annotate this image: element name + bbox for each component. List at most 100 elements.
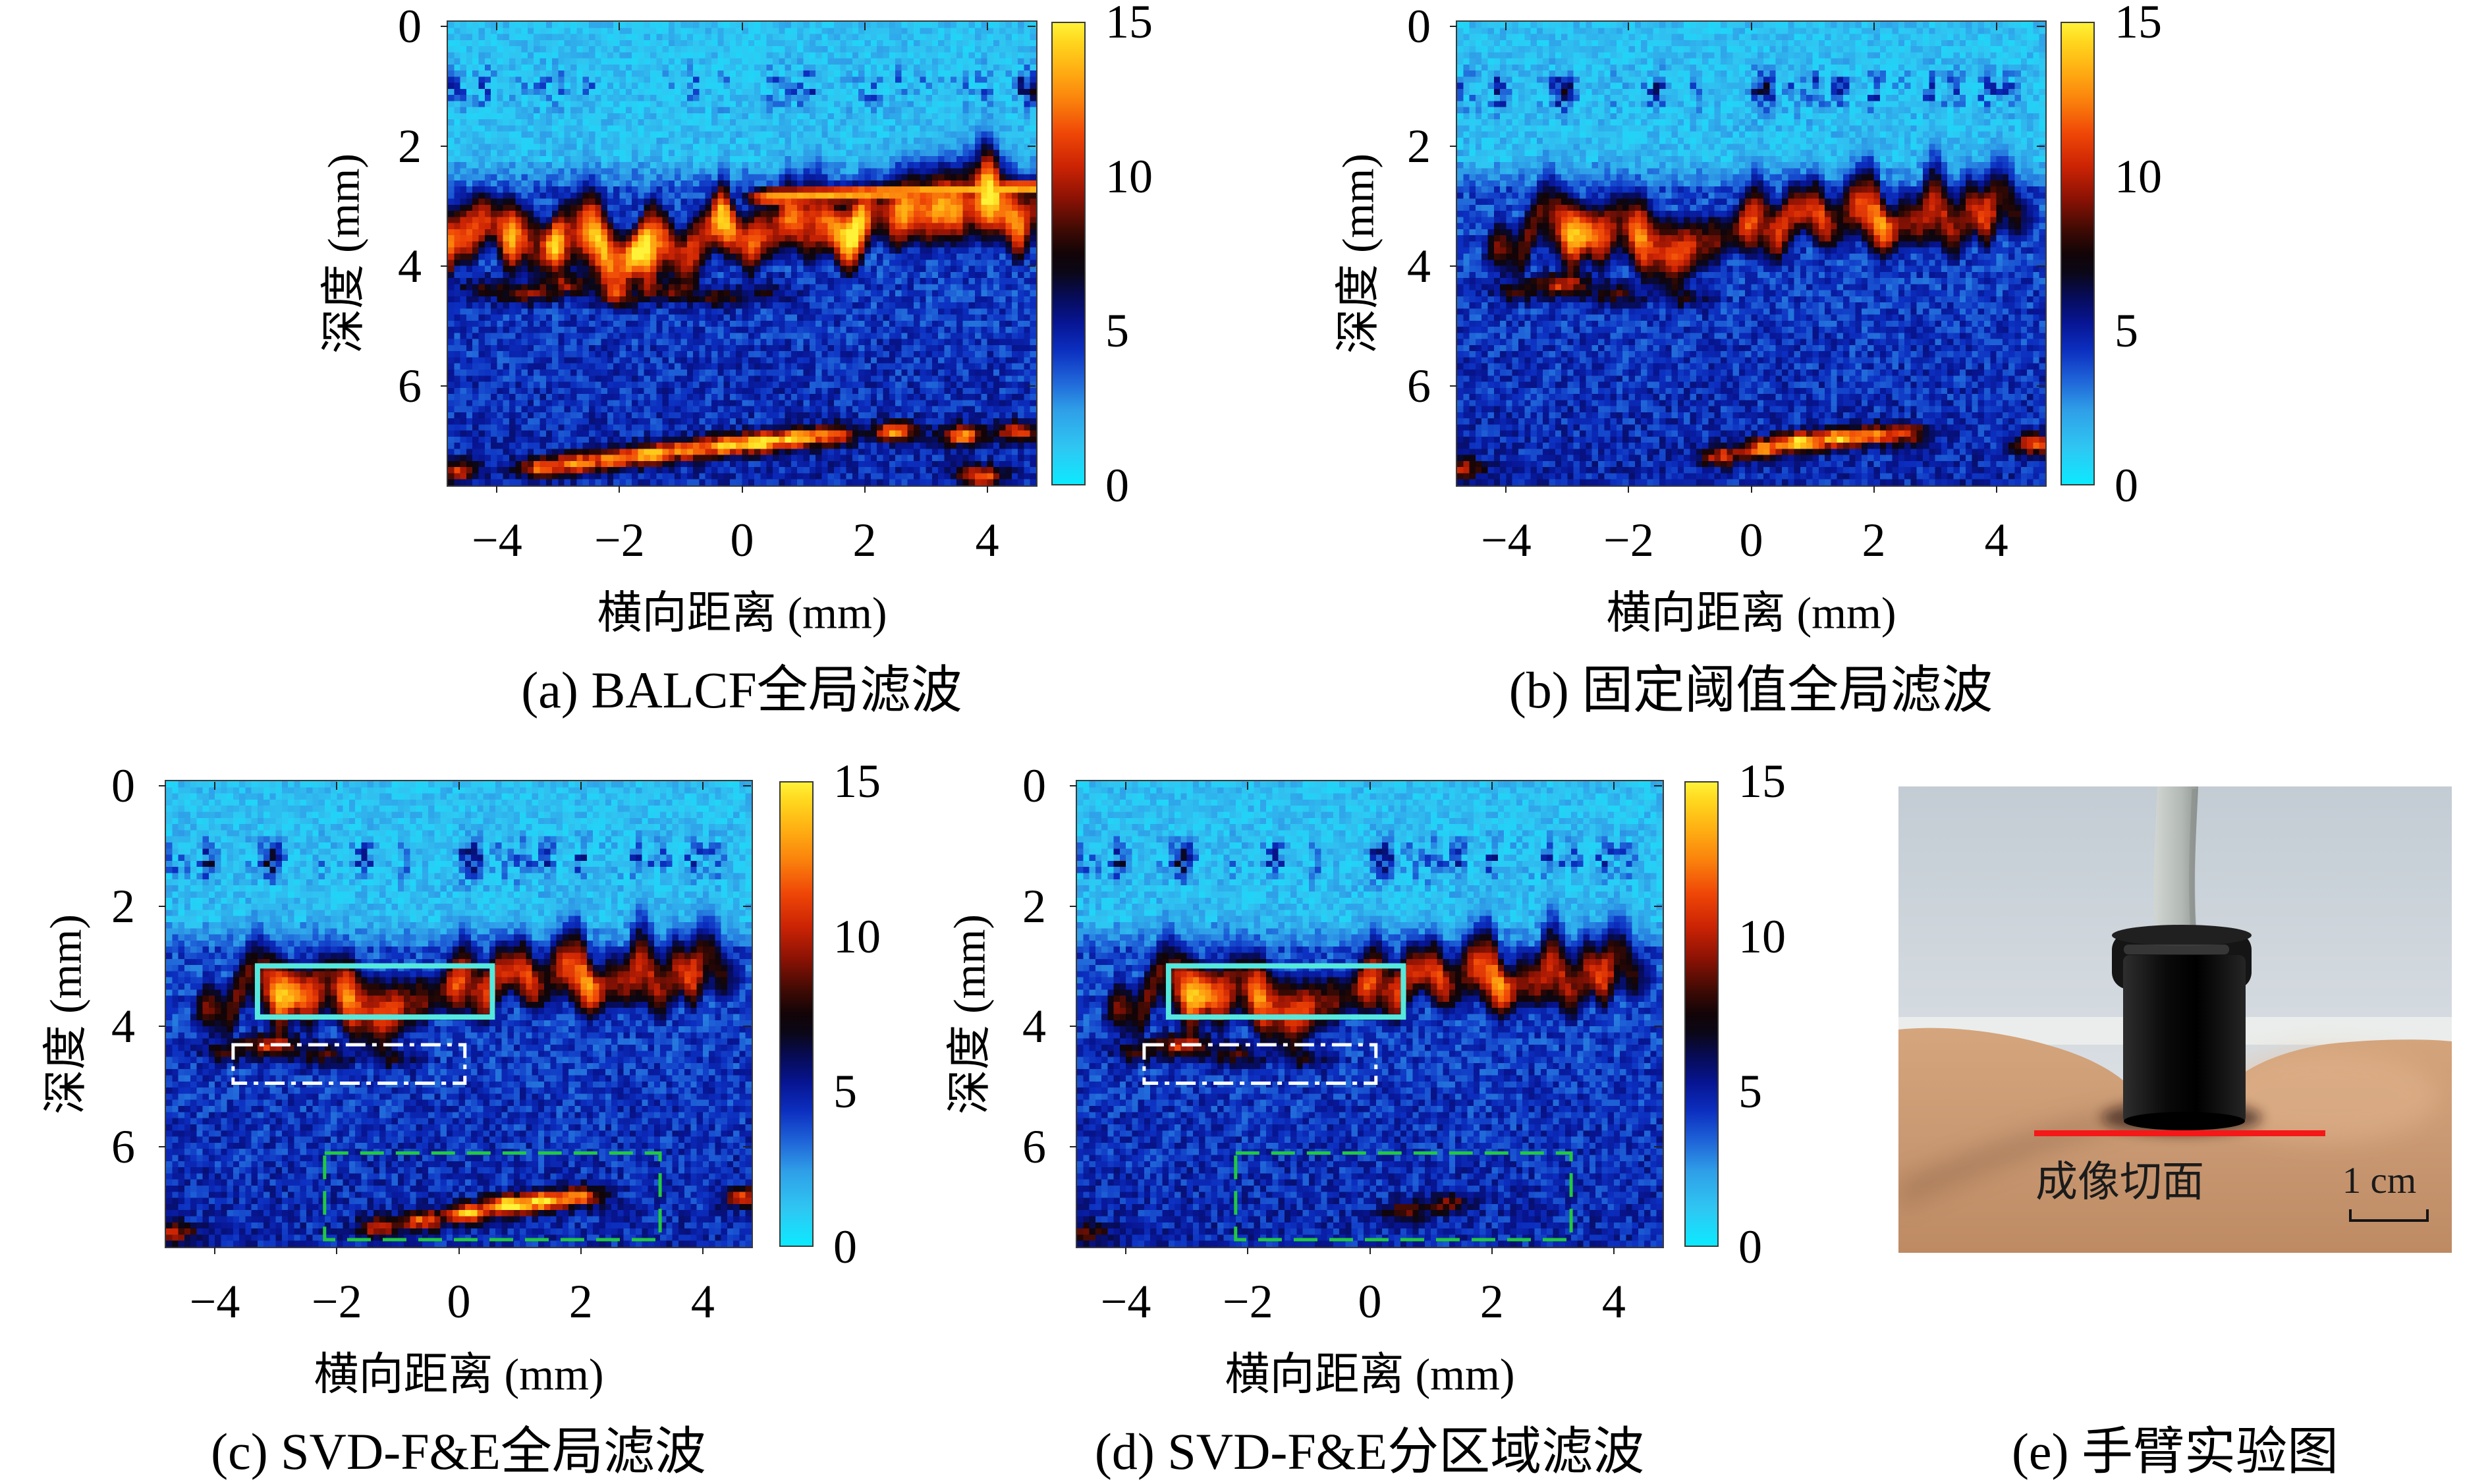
y-tick-label: 4 <box>398 239 422 292</box>
y-tick-mark <box>1450 265 1457 267</box>
x-tick-label: 0 <box>1358 1275 1382 1328</box>
y-tick-mark <box>1654 1146 1662 1148</box>
panel-d-caption: (d) SVD-F&E分区域滤波 <box>1094 1423 1645 1480</box>
panel-d-xlabel: 横向距离 (mm) <box>1225 1349 1515 1400</box>
x-tick-mark <box>1873 22 1875 30</box>
colorbar-tick-label: 0 <box>833 1221 857 1273</box>
x-tick-label: 2 <box>1480 1275 1504 1328</box>
y-tick-label: 0 <box>111 759 135 812</box>
x-tick-label: 4 <box>1984 514 2008 566</box>
probe-cap-top <box>2112 925 2252 946</box>
x-tick-mark <box>619 485 621 493</box>
x-tick-label: −2 <box>594 514 645 566</box>
y-tick-mark <box>1450 385 1457 387</box>
x-tick-mark <box>1125 1247 1127 1254</box>
colorbar-tick-label: 15 <box>1105 0 1153 48</box>
x-tick-label: −4 <box>1481 514 1532 566</box>
y-tick-mark <box>1028 145 1036 147</box>
y-tick-mark <box>1450 26 1457 27</box>
x-tick-mark <box>1247 782 1249 790</box>
x-tick-mark <box>1628 485 1630 493</box>
x-tick-mark <box>1491 782 1493 790</box>
y-tick-mark <box>441 26 448 27</box>
x-tick-mark <box>1505 485 1507 493</box>
x-tick-mark <box>1369 782 1371 790</box>
y-tick-mark <box>1654 905 1662 907</box>
y-tick-mark <box>1028 265 1036 267</box>
colorbar-tick-label: 10 <box>2115 150 2162 203</box>
y-tick-label: 2 <box>1407 119 1431 173</box>
x-tick-label: −4 <box>472 514 522 566</box>
panel-b-xlabel: 横向距离 (mm) <box>1606 588 1896 638</box>
y-tick-mark <box>2037 265 2045 267</box>
heatmap-image-b <box>1457 22 2045 485</box>
arm-highlight <box>2215 1050 2439 1142</box>
y-tick-mark <box>441 145 448 147</box>
arm-photo-canvas: 成像切面 1 cm <box>1898 767 2452 1253</box>
x-tick-label: 2 <box>568 1275 593 1328</box>
x-tick-label: −4 <box>1100 1275 1151 1328</box>
y-tick-mark <box>1070 1146 1077 1148</box>
y-tick-mark <box>2037 385 2045 387</box>
scale-label: 1 cm <box>2342 1160 2416 1201</box>
x-tick-mark <box>1613 782 1615 790</box>
x-tick-mark <box>702 1247 704 1254</box>
roi-overlay-c <box>231 963 662 1242</box>
probe-cap-gloss <box>2124 945 2229 954</box>
shadow-region-roi <box>231 1043 467 1086</box>
x-tick-label: −2 <box>1222 1275 1273 1328</box>
y-tick-mark <box>1070 1026 1077 1028</box>
x-tick-label: 0 <box>730 514 754 566</box>
colorbar-b <box>2061 22 2095 485</box>
y-tick-mark <box>743 1146 751 1148</box>
panel-b-caption: (b) 固定阈值全局滤波 <box>1508 661 1993 719</box>
colorbar-tick-label: 10 <box>1738 910 1786 963</box>
y-tick-label: 2 <box>398 119 422 173</box>
x-tick-mark <box>1995 22 1997 30</box>
imaging-plane-label: 成像切面 <box>2035 1159 2204 1205</box>
x-tick-mark <box>1613 1247 1615 1254</box>
panel-c-xlabel: 横向距离 (mm) <box>314 1349 604 1400</box>
x-tick-mark <box>1125 782 1127 790</box>
x-tick-mark <box>741 22 743 30</box>
y-tick-mark <box>1028 26 1036 27</box>
x-tick-mark <box>702 782 704 790</box>
roi-overlay-d <box>1142 963 1573 1242</box>
panel-c-caption: (c) SVD-F&E全局滤波 <box>211 1423 706 1480</box>
x-tick-label: 2 <box>1862 514 1886 566</box>
vessel-band-roi <box>1165 963 1406 1020</box>
colorbar-tick-label: 10 <box>833 910 881 963</box>
colorbar-tick-label: 5 <box>833 1065 857 1118</box>
x-tick-label: −4 <box>189 1275 240 1328</box>
colorbar-d <box>1684 781 1719 1247</box>
y-tick-mark <box>743 785 751 786</box>
colorbar-tick-label: 5 <box>1105 304 1129 358</box>
y-tick-mark <box>1654 1026 1662 1028</box>
x-tick-label: 4 <box>1601 1275 1626 1328</box>
colorbar-tick-label: 15 <box>833 755 881 808</box>
y-tick-mark <box>743 905 751 907</box>
x-tick-mark <box>336 1247 338 1254</box>
x-tick-mark <box>986 485 988 493</box>
y-tick-label: 0 <box>398 0 422 53</box>
colorbar-tick-label: 0 <box>1738 1221 1762 1273</box>
x-tick-mark <box>496 22 498 30</box>
y-tick-mark <box>2037 145 2045 147</box>
x-tick-label: −2 <box>1603 514 1654 566</box>
colorbar-tick-label: 0 <box>1105 459 1129 512</box>
y-tick-mark <box>1654 785 1662 786</box>
x-tick-label: 2 <box>852 514 877 566</box>
y-tick-mark <box>159 905 166 907</box>
x-tick-mark <box>458 782 460 790</box>
deep-noise-roi <box>323 1151 662 1242</box>
x-tick-label: −2 <box>311 1275 362 1328</box>
x-tick-mark <box>1750 485 1752 493</box>
plot-frame-b <box>1456 20 2047 487</box>
imaging-plane-line <box>2034 1130 2325 1136</box>
x-tick-mark <box>741 485 743 493</box>
x-tick-mark <box>986 22 988 30</box>
y-tick-mark <box>2037 26 2045 27</box>
y-tick-label: 6 <box>398 359 422 412</box>
y-tick-mark <box>1028 385 1036 387</box>
x-tick-mark <box>619 22 621 30</box>
